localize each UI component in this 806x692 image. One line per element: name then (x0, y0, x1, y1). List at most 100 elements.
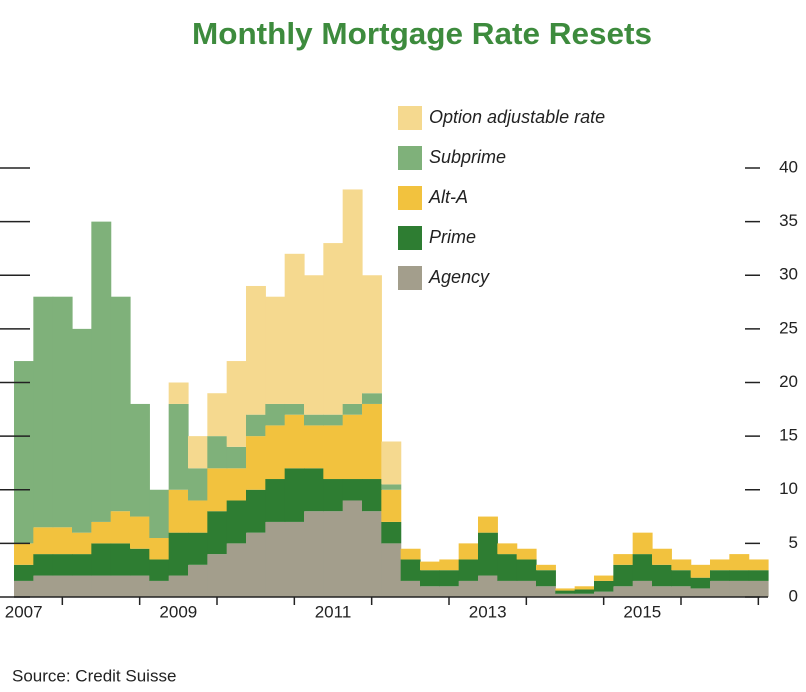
bar-segment (33, 554, 54, 576)
bar-segment (207, 436, 228, 469)
legend-label: Agency (428, 267, 490, 287)
bar-segment (729, 580, 750, 597)
bar-segment (420, 570, 440, 587)
bar-segment (110, 543, 131, 576)
bar-segment (536, 570, 556, 587)
bar-segment (710, 580, 730, 597)
y-tick-label: 40 (779, 157, 798, 176)
bar-segment (149, 580, 170, 597)
bar-segment (91, 575, 112, 597)
bar-segment (91, 521, 112, 544)
bar-segment (52, 296, 73, 528)
bar-segment (574, 589, 595, 594)
bar-segment (497, 580, 518, 597)
bar-segment (381, 484, 402, 490)
bar-segment (91, 543, 112, 576)
bar-segment (748, 570, 769, 581)
bar-segment (439, 570, 460, 587)
bar-segment (226, 468, 247, 501)
bar-segment (110, 296, 131, 512)
bar-segment (613, 586, 634, 597)
bar-segment (555, 588, 576, 591)
bar-segment (710, 559, 730, 571)
bar-segment (72, 575, 92, 597)
bar-segment (207, 511, 228, 555)
bar-segment (420, 586, 440, 597)
bar-segment (130, 516, 150, 549)
bar-segment (652, 586, 672, 597)
bar-segment (342, 500, 363, 597)
bar-segment (304, 468, 324, 512)
bar-segment (188, 436, 208, 469)
bar-segment (207, 468, 228, 512)
x-tick-label: 2007 (5, 602, 43, 621)
bar-segment (168, 382, 189, 404)
bar-segment (246, 436, 266, 490)
bar-segment (400, 559, 421, 581)
bar-segment (265, 296, 286, 404)
y-tick-label: 15 (779, 426, 798, 445)
bar-segment (478, 575, 498, 597)
x-tick-label: 2013 (469, 602, 507, 621)
bar-segment (33, 296, 54, 528)
bar-segment (555, 590, 576, 594)
bar-segment (323, 479, 344, 512)
bar-segment (149, 489, 170, 539)
bar-segment (188, 564, 208, 597)
bar-segment (188, 468, 208, 501)
bar-segment (516, 548, 537, 560)
bar-segment (613, 564, 634, 587)
bar-segment (14, 580, 34, 597)
bar-segment (246, 489, 266, 533)
bar-segment (304, 414, 324, 426)
bar-segment (130, 575, 150, 597)
bar-segment (748, 559, 769, 571)
bar-segment (265, 479, 286, 522)
bar-segment (342, 414, 363, 480)
bar-segment (594, 591, 614, 597)
bar-segment (246, 414, 266, 437)
bar-segment (555, 593, 576, 597)
bar-segment (52, 527, 73, 555)
bar-segment (110, 575, 131, 597)
bar-segment (342, 479, 363, 501)
bar-segment (690, 577, 711, 589)
bar-segment (478, 516, 498, 533)
bar-segment (632, 554, 653, 581)
bar-segment (323, 414, 344, 426)
x-tick-label: 2015 (623, 602, 661, 621)
bar-segment (362, 479, 382, 512)
y-tick-label: 35 (779, 211, 798, 230)
bar-segment (14, 543, 34, 565)
bar-segment (458, 543, 479, 560)
bar-segment (652, 564, 672, 587)
bar-segment (226, 543, 247, 597)
bar-segment (265, 425, 286, 480)
bar-segment (130, 403, 150, 517)
bar-segment (304, 275, 324, 415)
bar-segment (246, 285, 266, 415)
legend-swatch (398, 186, 422, 210)
legend-label: Option adjustable rate (429, 107, 605, 127)
bar-segment (536, 564, 556, 571)
bar-segment (632, 580, 653, 597)
x-tick-label: 2009 (159, 602, 197, 621)
bar-segment (304, 425, 324, 469)
chart-title: Monthly Mortgage Rate Resets (192, 16, 652, 51)
bar-segment (52, 554, 73, 576)
bars (14, 189, 769, 597)
bar-segment (72, 532, 92, 555)
bar-segment (265, 521, 286, 597)
bar-segment (284, 521, 305, 597)
bar-segment (323, 425, 344, 480)
legend-label: Prime (429, 227, 476, 247)
bar-segment (400, 548, 421, 560)
bar-segment (690, 564, 711, 578)
bar-segment (265, 403, 286, 426)
legend-label: Subprime (429, 147, 506, 167)
bar-segment (304, 511, 324, 597)
bar-segment (168, 532, 189, 576)
bar-segment (168, 489, 189, 533)
bar-segment (14, 564, 34, 581)
legend-label: Alt-A (428, 187, 468, 207)
